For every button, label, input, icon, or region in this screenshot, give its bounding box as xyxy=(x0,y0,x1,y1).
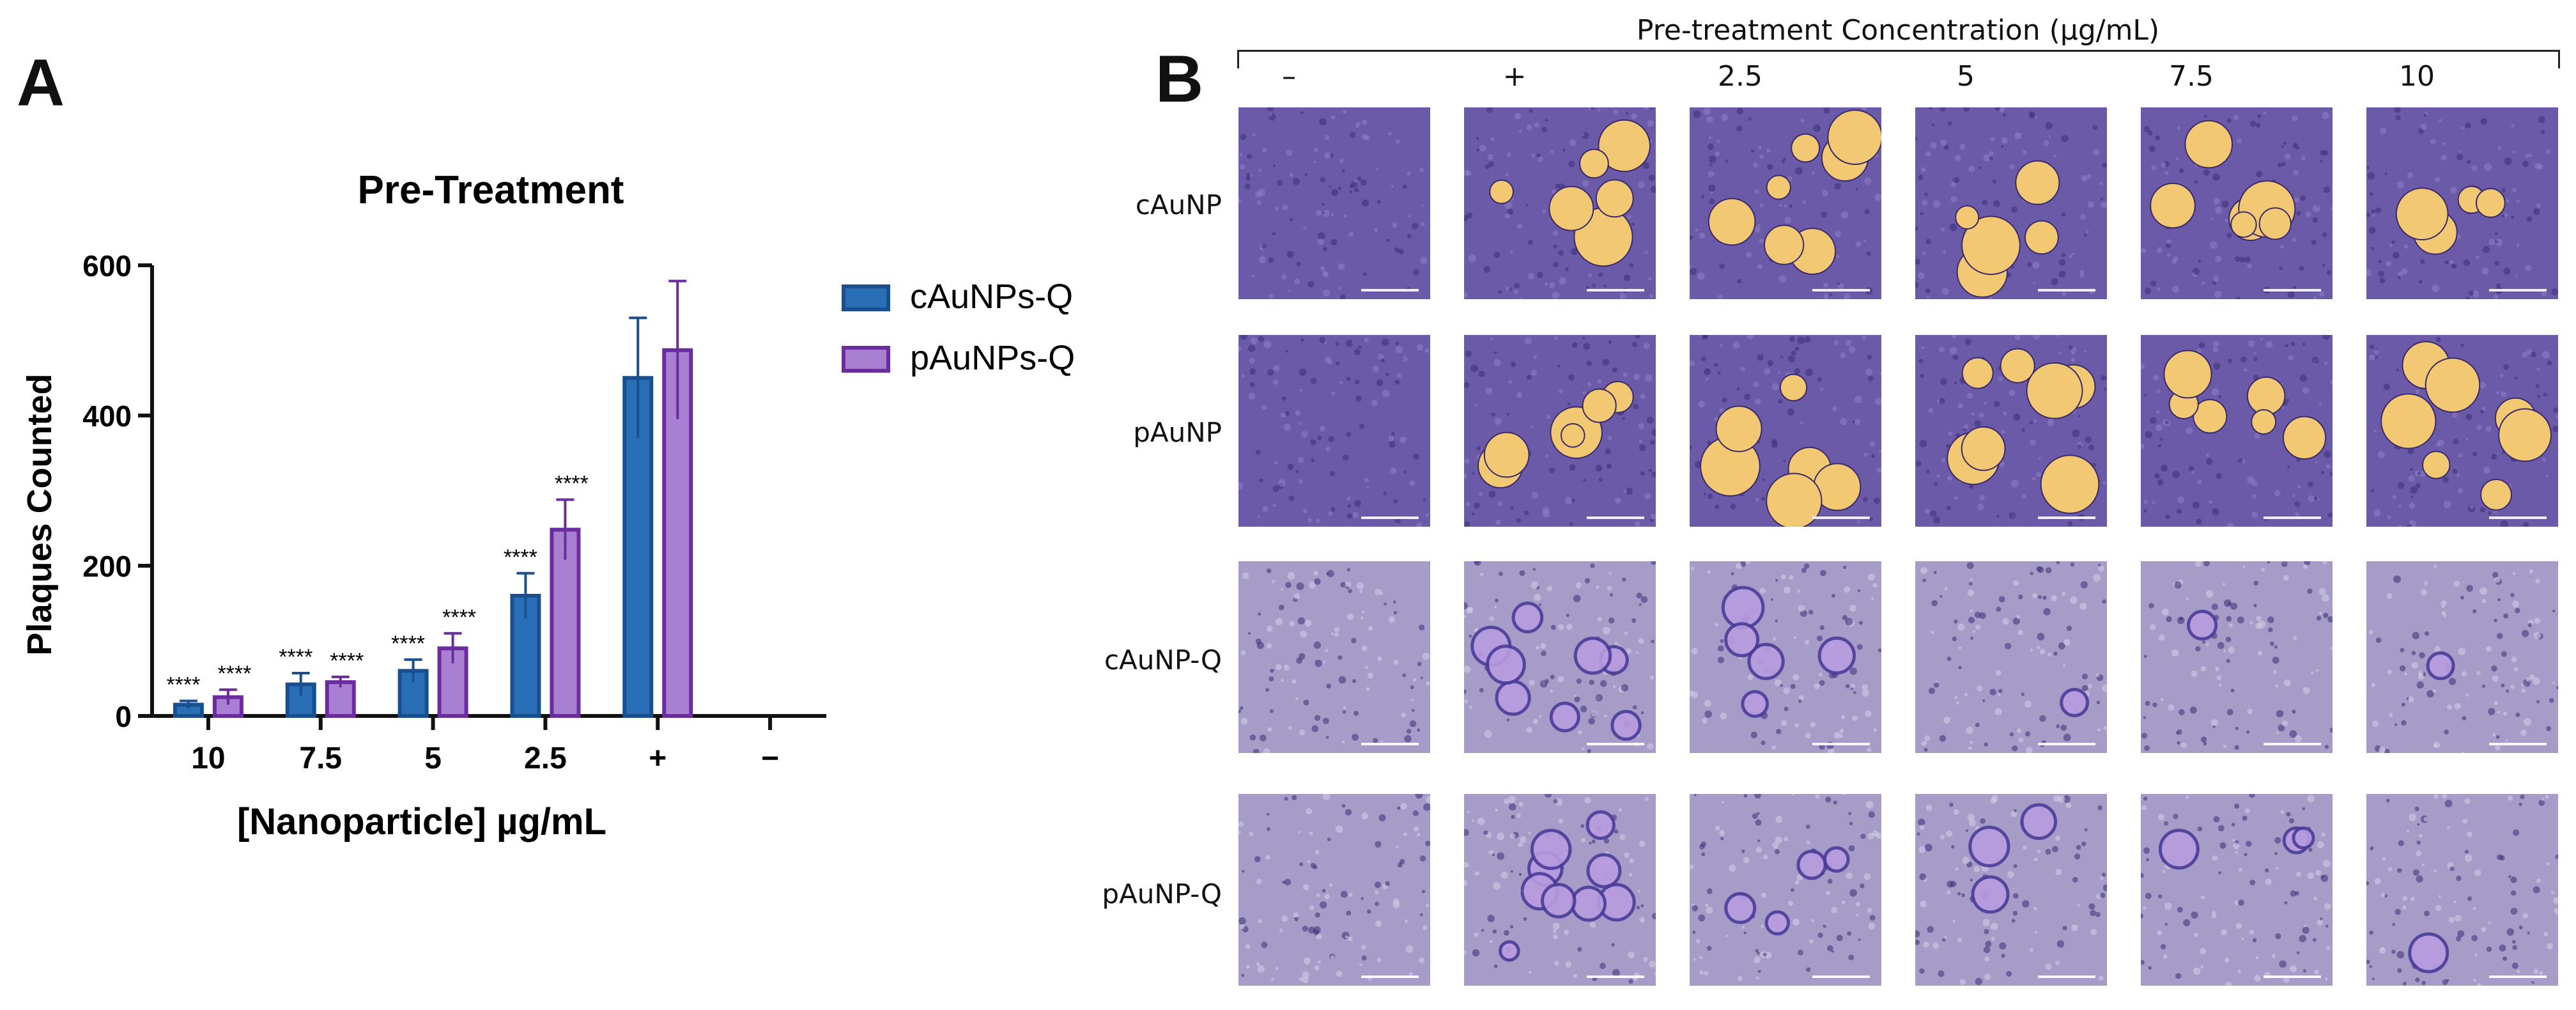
micrograph-tile xyxy=(1238,335,1430,527)
column-label: + xyxy=(1502,60,1527,93)
scale-bar xyxy=(1812,975,1870,978)
column-label: 5 xyxy=(1957,60,1975,93)
scale-bar xyxy=(2264,289,2321,291)
significance-label: **** xyxy=(504,545,537,570)
significance-label: **** xyxy=(166,673,200,697)
micrograph-tile xyxy=(1915,561,2107,753)
column-label: 7.5 xyxy=(2169,60,2214,93)
x-tick-label: 2.5 xyxy=(524,742,567,775)
scale-bar xyxy=(2038,289,2095,291)
significance-label: **** xyxy=(555,472,589,496)
legend-label: cAuNPs-Q xyxy=(910,277,1073,316)
significance-label: **** xyxy=(391,632,425,656)
scale-bar xyxy=(2489,743,2547,745)
bar-chart: Pre-Treatment Plaques Counted [Nanoparti… xyxy=(20,168,1075,843)
scale-bar xyxy=(1361,743,1419,745)
column-label: 2.5 xyxy=(1718,60,1762,93)
scale-bar xyxy=(2489,289,2547,291)
micrograph-tile xyxy=(1915,107,2107,299)
row-label: cAuNP xyxy=(1135,189,1222,221)
significance-label: **** xyxy=(330,649,364,673)
micrograph-tile xyxy=(1690,561,1881,753)
micrograph-tile xyxy=(2141,335,2333,527)
micrograph-tile xyxy=(1238,107,1430,299)
scale-bar xyxy=(1587,289,1644,291)
scale-bar xyxy=(2264,743,2321,745)
micrograph-tile xyxy=(1464,107,1656,299)
micrograph-tile xyxy=(2366,107,2558,299)
micrograph-tile xyxy=(2366,561,2558,753)
scale-bar xyxy=(2489,975,2547,978)
panel-b-title: Pre-treatment Concentration (µg/mL) xyxy=(1636,14,2160,47)
column-bracket xyxy=(1237,50,2560,68)
panel-b-letter: B xyxy=(1155,42,1204,116)
significance-label: **** xyxy=(217,662,251,686)
panel-b-header: Pre-treatment Concentration (µg/mL) – + … xyxy=(1233,14,2563,97)
scale-bar xyxy=(2038,517,2095,519)
scale-bar xyxy=(1587,975,1644,978)
micrograph-tile xyxy=(1690,107,1881,299)
micrograph-tile xyxy=(2141,561,2333,753)
significance-label: **** xyxy=(442,605,476,630)
micrograph-tile xyxy=(1238,561,1430,753)
micrograph-tile xyxy=(1915,794,2107,986)
x-tick-label: − xyxy=(761,742,779,775)
scale-bar xyxy=(2264,975,2321,978)
scale-bar xyxy=(2038,975,2095,978)
micrograph-tile xyxy=(1464,794,1656,986)
column-label: – xyxy=(1282,60,1296,93)
legend-swatch xyxy=(842,346,890,373)
legend-swatch xyxy=(842,284,890,311)
x-tick-label: 10 xyxy=(191,742,225,775)
row-label: pAuNP-Q xyxy=(1102,878,1222,910)
y-tick-label: 0 xyxy=(115,700,132,733)
scale-bar xyxy=(2038,743,2095,745)
legend-label: pAuNPs-Q xyxy=(910,339,1075,377)
micrograph-tile xyxy=(2141,107,2333,299)
x-tick-label: + xyxy=(649,742,667,775)
row-label: cAuNP-Q xyxy=(1104,644,1222,676)
micrograph-tile xyxy=(1690,335,1881,527)
row-label: pAuNP xyxy=(1133,417,1222,448)
column-label: 10 xyxy=(2399,60,2435,93)
y-axis-label: Plaques Counted xyxy=(20,373,59,655)
micrograph-tile xyxy=(2141,794,2333,986)
x-axis-label: [Nanoparticle] µg/mL xyxy=(237,801,606,843)
scale-bar xyxy=(2264,517,2321,519)
micrograph-tile xyxy=(1464,561,1656,753)
scale-bar xyxy=(1587,517,1644,519)
scale-bar xyxy=(1812,517,1870,519)
bar-paunps-q xyxy=(550,527,581,718)
micrograph-tile xyxy=(1915,335,2107,527)
x-tick-label: 5 xyxy=(424,742,442,775)
scale-bar xyxy=(1361,517,1419,519)
scale-bar xyxy=(1587,743,1644,745)
micrograph-tile xyxy=(1464,335,1656,527)
micrograph-tile xyxy=(1238,794,1430,986)
micrograph-tile xyxy=(1690,794,1881,986)
scale-bar xyxy=(1812,743,1870,745)
panel-a-letter: A xyxy=(17,46,65,120)
y-tick-label: 200 xyxy=(82,550,132,583)
scale-bar xyxy=(1361,975,1419,978)
x-tick-label: 7.5 xyxy=(299,742,342,775)
micrograph-tile xyxy=(2366,335,2558,527)
y-tick-label: 600 xyxy=(82,249,132,283)
y-tick-label: 400 xyxy=(82,400,132,433)
scale-bar xyxy=(2489,517,2547,519)
significance-label: **** xyxy=(279,645,312,669)
chart-title: Pre-Treatment xyxy=(358,168,624,212)
scale-bar xyxy=(1361,289,1419,291)
micrograph-tile xyxy=(2366,794,2558,986)
scale-bar xyxy=(1812,289,1870,291)
